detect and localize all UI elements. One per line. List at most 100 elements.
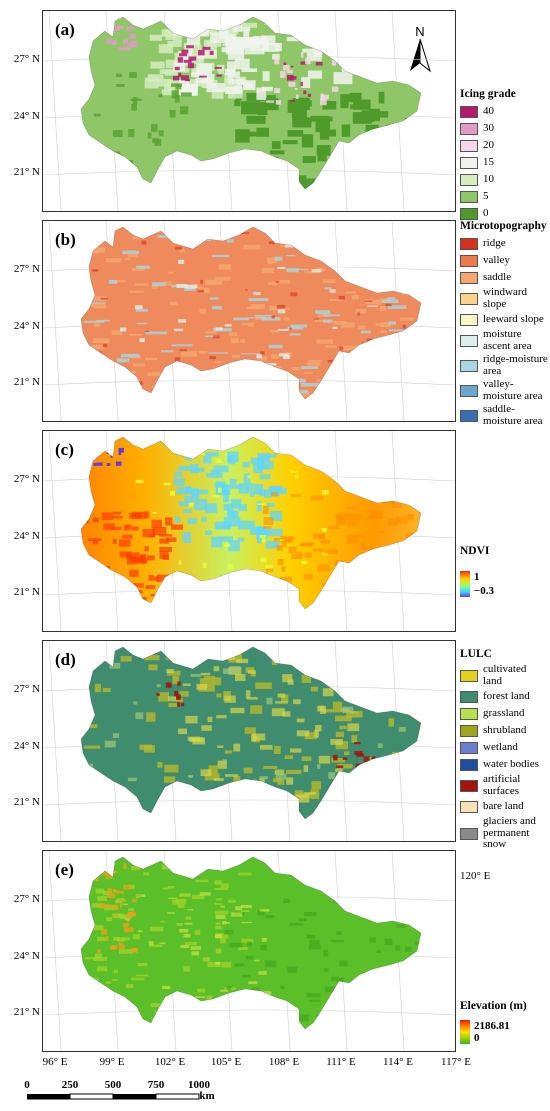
elevation-colorbar (460, 1020, 470, 1044)
legend-swatch (460, 139, 478, 152)
legend-item: bare land (460, 799, 548, 814)
legend-item-label: 15 (483, 155, 494, 168)
scale-unit: km (199, 1090, 215, 1102)
legend-item: saddle-moisture area (460, 404, 548, 427)
panel-label-c: (c) (55, 440, 74, 459)
legend-swatch (460, 800, 478, 813)
legend-item-label: 30 (483, 121, 494, 134)
lon-label: 111° E (326, 1056, 356, 1068)
legend-item: 40 (460, 104, 516, 119)
legend-title: Icing grade (460, 88, 516, 100)
lon-label: 114° E (383, 1056, 413, 1068)
legend-microtopography: Microtopography ridge valley saddle windwar… (460, 220, 548, 429)
legend-title: NDVI (460, 545, 490, 557)
legend-item-label: cultivated land (483, 663, 527, 687)
lon-label: 102° E (154, 1056, 186, 1068)
elevation-min-label: 0 (474, 1032, 480, 1044)
legend-item: glaciers and permanent snow (460, 815, 548, 851)
legend-swatch (460, 707, 478, 720)
legend-item-label: saddle (483, 270, 512, 283)
legend-item: ridge-moisture area (460, 353, 548, 377)
scale-tick-label: 0 (24, 1079, 30, 1091)
legend-swatch (460, 105, 478, 118)
legend-title: Microtopography (460, 220, 547, 232)
panel-label-d: (d) (55, 650, 76, 669)
legend-swatch (460, 122, 478, 135)
lat-label: 24° N (13, 530, 40, 542)
scale-tick-label: 750 (147, 1079, 165, 1091)
legend-swatch (460, 384, 478, 397)
legend-swatch (460, 359, 478, 372)
legend-item: windward slope (460, 286, 548, 310)
lat-label: 27° N (13, 473, 40, 485)
legend-swatch (460, 334, 478, 347)
lat-label: 24° N (13, 740, 40, 752)
legend-swatch (460, 690, 478, 703)
lat-label: 27° N (13, 893, 40, 905)
legend-item: forest land (460, 689, 548, 704)
lat-label: 27° N (13, 683, 40, 695)
microtopography-map (43, 221, 455, 421)
legend-item: shrubland (460, 723, 548, 738)
legend-item-label: ridge (483, 236, 506, 249)
panel-label-e: (e) (55, 860, 74, 879)
legend-item: cultivated land (460, 663, 548, 687)
legend-swatch (460, 292, 478, 305)
legend-item-label: bare land (483, 799, 524, 812)
legend-item-label: grassland (483, 706, 525, 719)
ndvi-map (43, 431, 455, 631)
legend-item: grassland (460, 706, 548, 721)
legend-swatch (460, 313, 478, 326)
legend-item: 20 (460, 138, 516, 153)
legend-item-label: windward slope (483, 286, 527, 310)
legend-elevation: Elevation (m) 2186.81 0 (460, 1000, 527, 1044)
legend-item-label: water bodies (483, 757, 539, 770)
legend-swatch (460, 156, 478, 169)
lat-label: 21° N (13, 166, 40, 178)
legend-item: valley (460, 253, 548, 268)
legend-item: wetland (460, 740, 548, 755)
ndvi-min-label: −0.3 (474, 585, 495, 597)
legend-swatch (460, 669, 478, 682)
legend-item: water bodies (460, 757, 548, 772)
legend-swatch (460, 271, 478, 284)
legend-item-label: valley (483, 253, 510, 266)
legend-swatch (460, 758, 478, 771)
legend-item: 30 (460, 121, 516, 136)
lat-label: 21° N (13, 586, 40, 598)
north-label: N (415, 24, 425, 39)
legend-swatch (460, 173, 478, 186)
legend-item-label: leeward slope (483, 312, 544, 325)
legend-item: moisture ascent area (460, 328, 548, 352)
elevation-max-label: 2186.81 (474, 1020, 510, 1032)
legend-title: LULC (460, 648, 492, 660)
legend-swatch (460, 237, 478, 250)
scale-tick-label: 1000 (188, 1079, 210, 1091)
lat-label: 27° N (13, 53, 40, 65)
lon-label: 117° E (441, 1056, 471, 1068)
lat-label: 24° N (13, 110, 40, 122)
lat-label: 21° N (13, 376, 40, 388)
legend-item-label: 5 (483, 189, 489, 202)
legend-item: 5 (460, 189, 516, 204)
legend-item: 15 (460, 155, 516, 170)
legend-item-label: 0 (483, 206, 489, 219)
icing-grade-map (43, 11, 455, 211)
legend-item-label: glaciers and permanent snow (483, 815, 536, 851)
scale-bar (27, 1093, 227, 1103)
legend-item-label: moisture ascent area (483, 328, 532, 352)
legend-swatch (460, 779, 478, 792)
legend-ndvi: NDVI 1 −0.3 (460, 545, 494, 597)
legend-icing-grade: Icing grade 40 30 20 15 10 5 0 (460, 88, 516, 223)
extra-lon-label: 120° E (460, 870, 491, 882)
lat-label: 24° N (13, 320, 40, 332)
lat-label: 24° N (13, 950, 40, 962)
legend-swatch (460, 827, 478, 840)
legend-swatch (460, 724, 478, 737)
lat-label: 27° N (13, 263, 40, 275)
legend-swatch (460, 190, 478, 203)
legend-lulc: LULC cultivated land forest land grassland… (460, 648, 548, 853)
legend-item-label: 40 (483, 104, 494, 117)
ndvi-colorbar (460, 571, 470, 597)
legend-swatch (460, 409, 478, 422)
